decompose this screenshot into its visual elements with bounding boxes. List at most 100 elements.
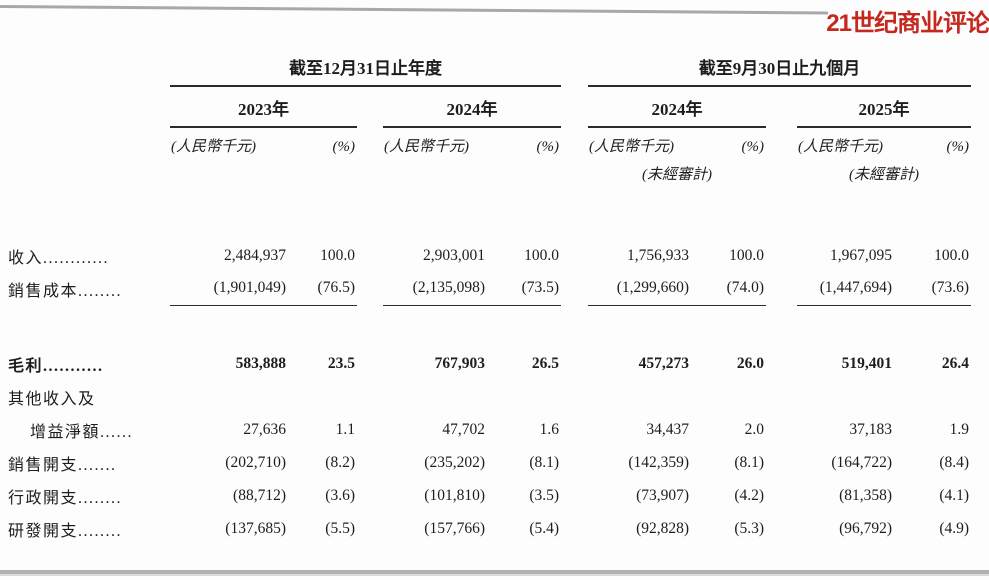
empty-cell — [8, 127, 170, 160]
gutter — [561, 86, 588, 127]
value-cell: 27,636 — [243, 420, 286, 438]
unaudited-label: (未經審計) — [642, 167, 713, 183]
percent-cell: (5.4) — [529, 519, 560, 537]
value-cell: (1,447,694) — [797, 272, 895, 306]
value-cell: 767,903 — [434, 354, 485, 372]
year-header-2023: 2023年 — [170, 86, 357, 128]
table-row-other-income-line2: 增益淨額...... 27,636 1.1 47,702 1.6 34,437 … — [8, 413, 971, 446]
gutter — [766, 347, 797, 380]
gutter — [357, 86, 383, 127]
gutter — [766, 239, 797, 272]
gutter — [357, 479, 383, 512]
percent-cell: (73.5) — [487, 272, 562, 306]
value-cell: (92,828) — [636, 519, 690, 537]
percent-cell: (4.2) — [734, 486, 765, 504]
percent-cell: 1.1 — [335, 420, 355, 438]
row-label: 增益淨額...... — [30, 423, 134, 441]
percent-cell: 26.0 — [736, 354, 765, 372]
brand-logo: 21世纪商业评论 — [826, 10, 989, 37]
bottom-divider-bar — [0, 570, 989, 576]
percent-cell: (3.5) — [529, 486, 560, 504]
year-header-row: 2023年 2024年 2024年 2025年 — [8, 86, 972, 128]
percent-cell: (8.1) — [529, 453, 560, 471]
percent-cell: 100.0 — [524, 246, 560, 264]
gutter — [357, 127, 383, 160]
percent-cell: (3.6) — [325, 486, 355, 504]
percent-cell: (8.1) — [734, 453, 765, 471]
year-header-2025: 2025年 — [797, 86, 972, 128]
empty-cell — [383, 160, 561, 189]
value-cell: 519,401 — [841, 354, 893, 372]
gutter — [561, 413, 588, 446]
empty-cell — [8, 50, 170, 86]
year-header-2024: 2024年 — [383, 86, 562, 128]
row-label: 收入............ — [8, 249, 110, 267]
gutter — [561, 446, 588, 479]
percent-label: (%) — [741, 139, 765, 155]
percent-cell: (73.6) — [894, 272, 972, 306]
value-cell: (1,299,660) — [588, 272, 692, 306]
gutter — [766, 272, 797, 305]
value-cell: 1,756,933 — [627, 246, 690, 264]
percent-cell: 1.9 — [949, 420, 970, 438]
gutter — [357, 446, 383, 479]
row-label: 研發開支........ — [8, 522, 123, 540]
gutter — [357, 347, 383, 380]
percent-cell: (5.5) — [325, 519, 355, 537]
row-label: 行政開支........ — [8, 489, 123, 507]
gutter — [357, 239, 383, 272]
table-row-revenue: 收入............ 2,484,937 100.0 2,903,001… — [8, 239, 971, 272]
percent-cell: 1.6 — [539, 420, 560, 438]
percent-cell: 100.0 — [934, 246, 970, 264]
gutter — [766, 512, 797, 545]
gutter — [561, 50, 588, 86]
empty-cell — [170, 380, 971, 413]
empty-cell — [8, 86, 170, 127]
table-row-admin-expenses: 行政開支........ (88,712) (3.6) (101,810) (3… — [8, 479, 971, 512]
row-label: 毛利........... — [8, 357, 104, 375]
row-label: 其他收入及 — [8, 390, 96, 408]
value-cell: (81,358) — [839, 486, 893, 504]
value-cell: (157,766) — [424, 519, 485, 537]
unit-label: (人民幣千元) — [589, 139, 675, 155]
gutter — [561, 239, 588, 272]
group-header-nine-months: 截至9月30日止九個月 — [588, 50, 972, 87]
gutter — [766, 446, 797, 479]
value-cell: (137,685) — [225, 519, 286, 537]
value-cell: 47,702 — [442, 420, 485, 438]
unit-label: (人民幣千元) — [384, 139, 469, 155]
percent-cell: (76.5) — [288, 272, 357, 306]
value-cell: (88,712) — [233, 486, 286, 504]
percent-cell: (8.4) — [939, 453, 970, 471]
empty-cell — [170, 160, 357, 189]
table-row-selling-expenses: 銷售開支....... (202,710) (8.2) (235,202) (8… — [8, 446, 971, 479]
financial-table: 截至12月31日止年度 截至9月30日止九個月 2023年 2024年 2024… — [8, 50, 972, 545]
empty-cell — [8, 160, 170, 189]
value-cell: (1,901,049) — [170, 272, 288, 306]
table-row-cost-of-sales: 銷售成本........ (1,901,049) (76.5) (2,135,0… — [8, 272, 972, 306]
value-cell: 34,437 — [646, 420, 690, 438]
percent-cell: 26.5 — [531, 354, 560, 372]
percent-label: (%) — [946, 139, 970, 155]
percent-cell: 26.4 — [941, 354, 970, 372]
value-cell: (96,792) — [839, 519, 893, 537]
unit-header-row: (人民幣千元) (%) (人民幣千元) (%) (人民幣千元) (%) (人民幣… — [8, 127, 971, 160]
gutter — [766, 86, 797, 127]
gutter — [561, 160, 588, 189]
percent-cell: 23.5 — [327, 354, 355, 372]
table-row-rd-expenses: 研發開支........ (137,685) (5.5) (157,766) (… — [8, 512, 971, 545]
gutter — [357, 272, 383, 305]
spacer-row — [8, 189, 971, 239]
spacer-row — [8, 305, 971, 347]
unaudited-row: (未經審計) (未經審計) — [8, 160, 971, 189]
gutter — [357, 413, 383, 446]
gutter — [357, 160, 383, 189]
value-cell: 583,888 — [235, 354, 286, 372]
gutter — [766, 479, 797, 512]
percent-cell: (74.0) — [691, 272, 767, 306]
group-header-row: 截至12月31日止年度 截至9月30日止九個月 — [8, 50, 972, 87]
percent-cell: 100.0 — [320, 246, 355, 264]
percent-cell: 100.0 — [729, 246, 765, 264]
gutter — [561, 512, 588, 545]
